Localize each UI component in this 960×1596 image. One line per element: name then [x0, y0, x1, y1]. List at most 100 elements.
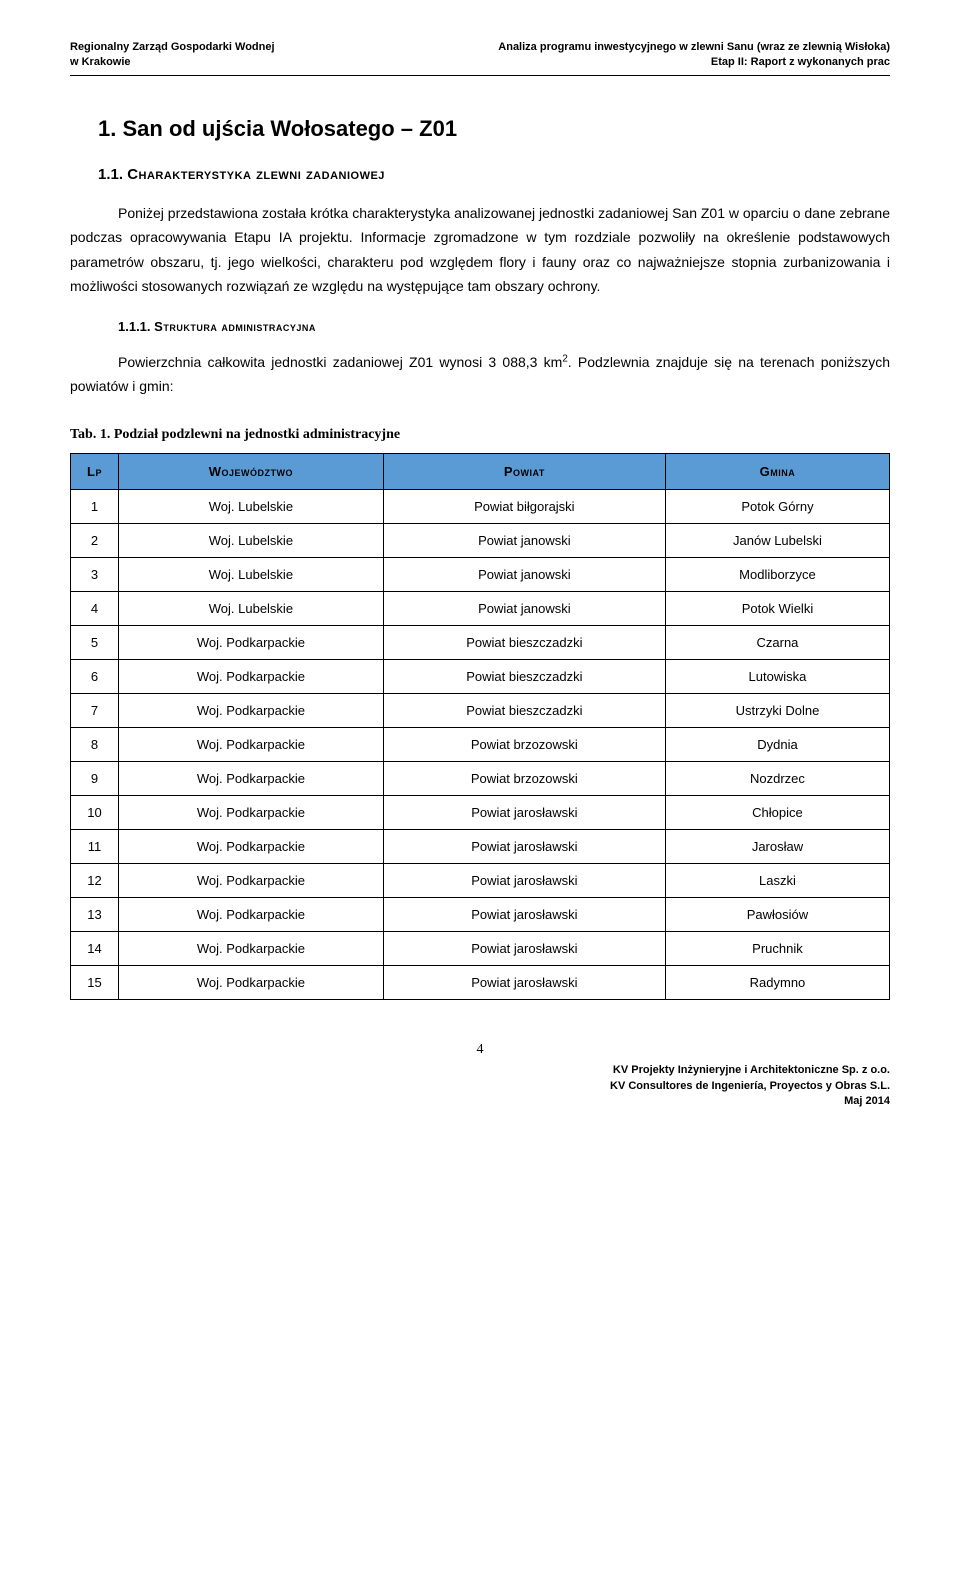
table-row: 13Woj. PodkarpackiePowiat jarosławskiPaw… — [71, 897, 890, 931]
table-caption: Tab. 1. Podział podzlewni na jednostki a… — [70, 427, 890, 443]
table-row: 4Woj. LubelskiePowiat janowskiPotok Wiel… — [71, 591, 890, 625]
cell-wojewodztwo: Woj. Podkarpackie — [119, 829, 384, 863]
cell-wojewodztwo: Woj. Podkarpackie — [119, 965, 384, 999]
cell-gmina: Jarosław — [665, 829, 889, 863]
cell-gmina: Pawłosiów — [665, 897, 889, 931]
cell-gmina: Ustrzyki Dolne — [665, 693, 889, 727]
cell-wojewodztwo: Woj. Podkarpackie — [119, 659, 384, 693]
cell-lp: 13 — [71, 897, 119, 931]
table-row: 14Woj. PodkarpackiePowiat jarosławskiPru… — [71, 931, 890, 965]
cell-lp: 9 — [71, 761, 119, 795]
table-row: 8Woj. PodkarpackiePowiat brzozowskiDydni… — [71, 727, 890, 761]
cell-lp: 10 — [71, 795, 119, 829]
header-left-line1: Regionalny Zarząd Gospodarki Wodnej — [70, 40, 275, 55]
header-left-line2: w Krakowie — [70, 55, 275, 70]
cell-powiat: Powiat brzozowski — [383, 761, 665, 795]
footer-line3: Maj 2014 — [70, 1094, 890, 1109]
admin-table: Lp Województwo Powiat Gmina 1Woj. Lubels… — [70, 453, 890, 1000]
cell-lp: 6 — [71, 659, 119, 693]
cell-wojewodztwo: Woj. Podkarpackie — [119, 795, 384, 829]
cell-lp: 5 — [71, 625, 119, 659]
subsection-title: 1.1. Charakterystyka zlewni zadaniowej — [70, 166, 890, 183]
cell-powiat: Powiat jarosławski — [383, 965, 665, 999]
table-row: 12Woj. PodkarpackiePowiat jarosławskiLas… — [71, 863, 890, 897]
footer-line1: KV Projekty Inżynieryjne i Architektonic… — [70, 1063, 890, 1078]
cell-wojewodztwo: Woj. Lubelskie — [119, 523, 384, 557]
table-row: 7Woj. PodkarpackiePowiat bieszczadzkiUst… — [71, 693, 890, 727]
table-row: 1Woj. LubelskiePowiat biłgorajskiPotok G… — [71, 489, 890, 523]
cell-wojewodztwo: Woj. Podkarpackie — [119, 693, 384, 727]
cell-lp: 1 — [71, 489, 119, 523]
cell-powiat: Powiat brzozowski — [383, 727, 665, 761]
cell-powiat: Powiat bieszczadzki — [383, 693, 665, 727]
cell-powiat: Powiat jarosławski — [383, 795, 665, 829]
cell-wojewodztwo: Woj. Lubelskie — [119, 557, 384, 591]
cell-gmina: Modliborzyce — [665, 557, 889, 591]
table-row: 3Woj. LubelskiePowiat janowskiModliborzy… — [71, 557, 890, 591]
cell-powiat: Powiat janowski — [383, 591, 665, 625]
cell-lp: 14 — [71, 931, 119, 965]
header-left: Regionalny Zarząd Gospodarki Wodnej w Kr… — [70, 40, 275, 71]
section-title-text: San od ujścia Wołosatego – Z01 — [122, 116, 457, 141]
cell-lp: 12 — [71, 863, 119, 897]
cell-wojewodztwo: Woj. Lubelskie — [119, 489, 384, 523]
table-row: 10Woj. PodkarpackiePowiat jarosławskiChł… — [71, 795, 890, 829]
cell-wojewodztwo: Woj. Podkarpackie — [119, 625, 384, 659]
cell-wojewodztwo: Woj. Podkarpackie — [119, 727, 384, 761]
cell-powiat: Powiat bieszczadzki — [383, 625, 665, 659]
cell-wojewodztwo: Woj. Podkarpackie — [119, 863, 384, 897]
cell-wojewodztwo: Woj. Podkarpackie — [119, 897, 384, 931]
header-underline — [70, 75, 890, 76]
subsubsection-number: 1.1.1. — [118, 319, 151, 334]
cell-lp: 7 — [71, 693, 119, 727]
table-header-row: Lp Województwo Powiat Gmina — [71, 453, 890, 489]
cell-powiat: Powiat jarosławski — [383, 829, 665, 863]
table-row: 15Woj. PodkarpackiePowiat jarosławskiRad… — [71, 965, 890, 999]
cell-gmina: Czarna — [665, 625, 889, 659]
cell-gmina: Chłopice — [665, 795, 889, 829]
cell-gmina: Laszki — [665, 863, 889, 897]
cell-lp: 15 — [71, 965, 119, 999]
cell-gmina: Dydnia — [665, 727, 889, 761]
paragraph-2a: Powierzchnia całkowita jednostki zadanio… — [118, 354, 562, 370]
cell-powiat: Powiat jarosławski — [383, 897, 665, 931]
table-row: 2Woj. LubelskiePowiat janowskiJanów Lube… — [71, 523, 890, 557]
header-right-line2: Etap II: Raport z wykonanych prac — [498, 55, 890, 70]
header-right: Analiza programu inwestycyjnego w zlewni… — [498, 40, 890, 71]
col-header-gmina: Gmina — [665, 453, 889, 489]
section-title: 1. San od ujścia Wołosatego – Z01 — [70, 116, 890, 142]
cell-powiat: Powiat janowski — [383, 557, 665, 591]
cell-wojewodztwo: Woj. Lubelskie — [119, 591, 384, 625]
section-number: 1. — [98, 116, 116, 141]
cell-gmina: Radymno — [665, 965, 889, 999]
table-row: 6Woj. PodkarpackiePowiat bieszczadzkiLut… — [71, 659, 890, 693]
cell-wojewodztwo: Woj. Podkarpackie — [119, 761, 384, 795]
cell-wojewodztwo: Woj. Podkarpackie — [119, 931, 384, 965]
subsection-number: 1.1. — [98, 166, 123, 183]
subsubsection-title: 1.1.1. Struktura administracyjna — [70, 319, 890, 334]
cell-gmina: Potok Górny — [665, 489, 889, 523]
footer-line2: KV Consultores de Ingeniería, Proyectos … — [70, 1079, 890, 1094]
cell-lp: 11 — [71, 829, 119, 863]
cell-lp: 8 — [71, 727, 119, 761]
cell-gmina: Potok Wielki — [665, 591, 889, 625]
table-row: 5Woj. PodkarpackiePowiat bieszczadzkiCza… — [71, 625, 890, 659]
page-number: 4 — [70, 1040, 890, 1060]
table-row: 9Woj. PodkarpackiePowiat brzozowskiNozdr… — [71, 761, 890, 795]
paragraph-1: Poniżej przedstawiona została krótka cha… — [70, 201, 890, 299]
table-body: 1Woj. LubelskiePowiat biłgorajskiPotok G… — [71, 489, 890, 999]
cell-powiat: Powiat jarosławski — [383, 931, 665, 965]
page-header: Regionalny Zarząd Gospodarki Wodnej w Kr… — [70, 40, 890, 71]
cell-lp: 4 — [71, 591, 119, 625]
cell-powiat: Powiat biłgorajski — [383, 489, 665, 523]
subsubsection-title-text: Struktura administracyjna — [154, 319, 316, 334]
subsection-title-text: Charakterystyka zlewni zadaniowej — [127, 166, 385, 183]
cell-powiat: Powiat bieszczadzki — [383, 659, 665, 693]
cell-powiat: Powiat janowski — [383, 523, 665, 557]
cell-lp: 2 — [71, 523, 119, 557]
cell-lp: 3 — [71, 557, 119, 591]
col-header-powiat: Powiat — [383, 453, 665, 489]
table-row: 11Woj. PodkarpackiePowiat jarosławskiJar… — [71, 829, 890, 863]
cell-gmina: Nozdrzec — [665, 761, 889, 795]
cell-gmina: Lutowiska — [665, 659, 889, 693]
